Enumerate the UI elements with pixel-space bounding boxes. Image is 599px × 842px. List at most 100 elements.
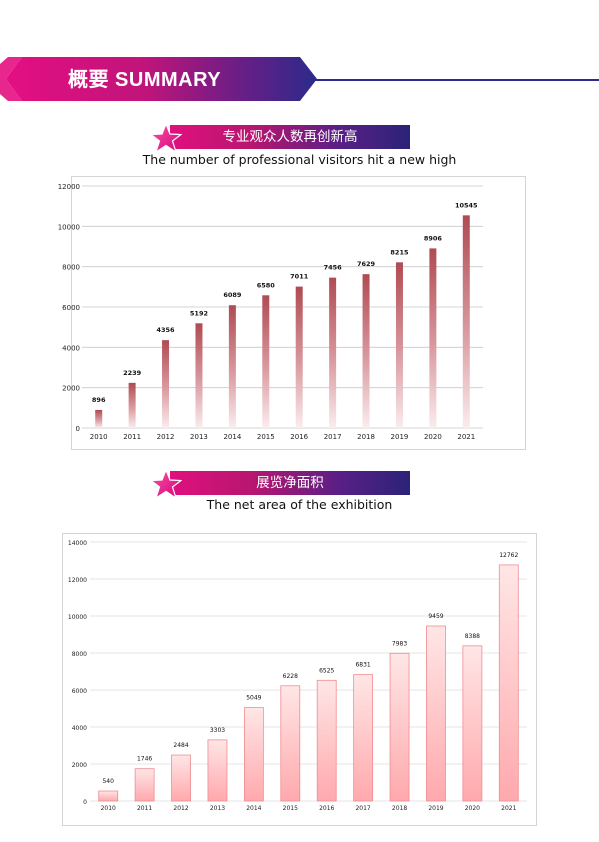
x-tick-label: 2021 bbox=[501, 805, 516, 812]
banner-shape bbox=[6, 57, 317, 101]
bar bbox=[426, 625, 446, 802]
star-icon bbox=[150, 469, 182, 499]
y-tick-label: 4000 bbox=[62, 344, 80, 352]
data-label: 5192 bbox=[190, 309, 208, 317]
header-banner bbox=[0, 57, 317, 101]
data-label: 9459 bbox=[428, 613, 443, 620]
data-label: 6089 bbox=[223, 291, 242, 299]
data-label: 10545 bbox=[455, 201, 478, 209]
bar bbox=[316, 679, 337, 802]
x-tick-label: 2013 bbox=[190, 433, 208, 441]
x-tick-label: 2011 bbox=[137, 805, 152, 812]
x-tick-label: 2019 bbox=[428, 805, 443, 812]
x-tick-label: 2020 bbox=[465, 805, 480, 812]
y-tick-label: 6000 bbox=[72, 688, 87, 695]
x-tick-label: 2012 bbox=[157, 433, 175, 441]
bar bbox=[362, 274, 370, 428]
data-label: 7983 bbox=[392, 640, 407, 647]
x-tick-label: 2010 bbox=[101, 805, 116, 812]
data-label: 6580 bbox=[257, 281, 276, 289]
y-tick-label: 2000 bbox=[62, 385, 80, 393]
data-label: 2239 bbox=[123, 369, 142, 377]
bar bbox=[395, 262, 403, 428]
bar bbox=[162, 340, 170, 428]
y-tick-label: 4000 bbox=[72, 725, 87, 732]
x-tick-label: 2015 bbox=[257, 433, 275, 441]
bar bbox=[128, 382, 136, 428]
x-tick-label: 2017 bbox=[355, 805, 370, 812]
banner-left-accent bbox=[0, 57, 22, 101]
y-tick-label: 0 bbox=[83, 799, 87, 806]
data-label: 8388 bbox=[465, 633, 480, 640]
bar bbox=[195, 323, 203, 428]
data-label: 6525 bbox=[319, 667, 334, 674]
y-tick-label: 14000 bbox=[68, 540, 87, 547]
data-label: 540 bbox=[102, 778, 114, 785]
bar bbox=[243, 707, 264, 802]
bar bbox=[280, 685, 301, 802]
bar bbox=[171, 754, 191, 802]
banner-rule bbox=[300, 79, 599, 81]
y-tick-label: 6000 bbox=[62, 304, 80, 312]
y-tick-label: 0 bbox=[76, 425, 80, 433]
bar bbox=[389, 652, 410, 802]
y-tick-label: 12000 bbox=[58, 183, 80, 191]
bar bbox=[329, 277, 337, 428]
section1-title: 专业观众人数再创新高 bbox=[222, 129, 358, 145]
section2-title: 展览净面积 bbox=[256, 475, 324, 491]
page-title: 概要 SUMMARY bbox=[68, 69, 222, 91]
data-label: 8906 bbox=[424, 234, 443, 242]
data-label: 12762 bbox=[499, 552, 518, 559]
section2-header-bar bbox=[170, 471, 410, 495]
x-tick-label: 2017 bbox=[324, 433, 342, 441]
x-tick-label: 2011 bbox=[123, 433, 141, 441]
x-tick-label: 2014 bbox=[223, 433, 241, 441]
y-tick-label: 10000 bbox=[68, 614, 87, 621]
y-tick-label: 2000 bbox=[72, 762, 87, 769]
data-label: 4356 bbox=[156, 326, 175, 334]
y-tick-label: 8000 bbox=[62, 264, 80, 272]
x-tick-label: 2020 bbox=[424, 433, 442, 441]
bar bbox=[353, 674, 374, 802]
x-tick-label: 2014 bbox=[246, 805, 261, 812]
data-label: 896 bbox=[92, 396, 106, 404]
bar bbox=[98, 790, 119, 802]
x-tick-label: 2016 bbox=[290, 433, 308, 441]
star-icon bbox=[150, 123, 182, 153]
data-label: 8215 bbox=[390, 248, 409, 256]
x-tick-label: 2018 bbox=[357, 433, 375, 441]
x-tick-label: 2010 bbox=[90, 433, 108, 441]
data-label: 1746 bbox=[137, 756, 152, 763]
bar bbox=[95, 409, 103, 428]
x-tick-label: 2013 bbox=[210, 805, 225, 812]
section1-subtitle: The number of professional visitors hit … bbox=[142, 152, 457, 167]
data-label: 6228 bbox=[283, 673, 298, 680]
data-label: 7011 bbox=[290, 273, 309, 281]
section2-subtitle: The net area of the exhibition bbox=[206, 497, 393, 512]
bar bbox=[228, 305, 236, 428]
y-tick-label: 10000 bbox=[58, 223, 80, 231]
bar bbox=[262, 295, 270, 428]
y-tick-label: 12000 bbox=[68, 577, 87, 584]
bar bbox=[462, 215, 470, 428]
data-label: 5049 bbox=[246, 695, 261, 702]
data-label: 3303 bbox=[210, 727, 225, 734]
data-label: 6831 bbox=[355, 662, 370, 669]
x-tick-label: 2016 bbox=[319, 805, 334, 812]
x-tick-label: 2012 bbox=[173, 805, 188, 812]
section1-header-bar bbox=[170, 125, 410, 149]
x-tick-label: 2021 bbox=[457, 433, 475, 441]
x-tick-label: 2019 bbox=[391, 433, 409, 441]
bar bbox=[207, 739, 228, 802]
x-tick-label: 2018 bbox=[392, 805, 407, 812]
y-tick-label: 8000 bbox=[72, 651, 87, 658]
bar bbox=[295, 286, 303, 428]
bar bbox=[462, 645, 483, 802]
bar bbox=[498, 564, 519, 802]
data-label: 2484 bbox=[173, 742, 188, 749]
bar bbox=[429, 248, 437, 428]
data-label: 7629 bbox=[357, 260, 376, 268]
x-tick-label: 2015 bbox=[283, 805, 298, 812]
